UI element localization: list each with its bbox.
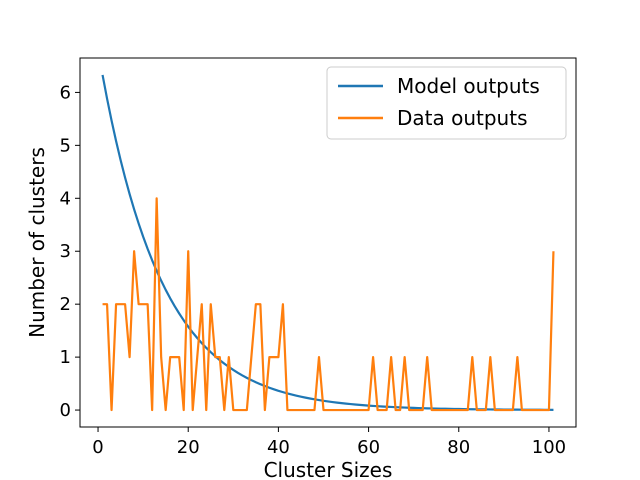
x-tick-label: 100	[532, 437, 566, 458]
y-tick-label: 0	[60, 400, 71, 421]
plot-area-frame	[79, 57, 577, 428]
ticks-layer: 0 20 40 60 80 100 0 1 2 3 4 5 6	[60, 82, 567, 458]
y-tick-label: 6	[60, 82, 71, 103]
legend-label-model-outputs: Model outputs	[397, 74, 540, 98]
legend-box	[326, 66, 567, 140]
y-tick-label: 1	[60, 347, 71, 368]
series-line-data-outputs	[102, 197, 555, 412]
x-axis-label: Cluster Sizes	[264, 458, 393, 480]
y-axis-label: Number of clusters	[25, 147, 49, 338]
series-layer	[101, 74, 555, 412]
y-tick-label: 5	[60, 135, 71, 156]
legend-label-data-outputs: Data outputs	[397, 106, 528, 130]
x-tick-label: 40	[267, 437, 290, 458]
x-tick-label: 20	[177, 437, 200, 458]
y-tick-label: 4	[60, 188, 71, 209]
y-tick-label: 2	[60, 294, 71, 315]
x-tick-label: 80	[447, 437, 470, 458]
y-tick-label: 3	[60, 241, 71, 262]
legend: Model outputs Data outputs	[326, 66, 567, 140]
x-tick-label: 60	[357, 437, 380, 458]
x-tick-label: 0	[92, 437, 103, 458]
